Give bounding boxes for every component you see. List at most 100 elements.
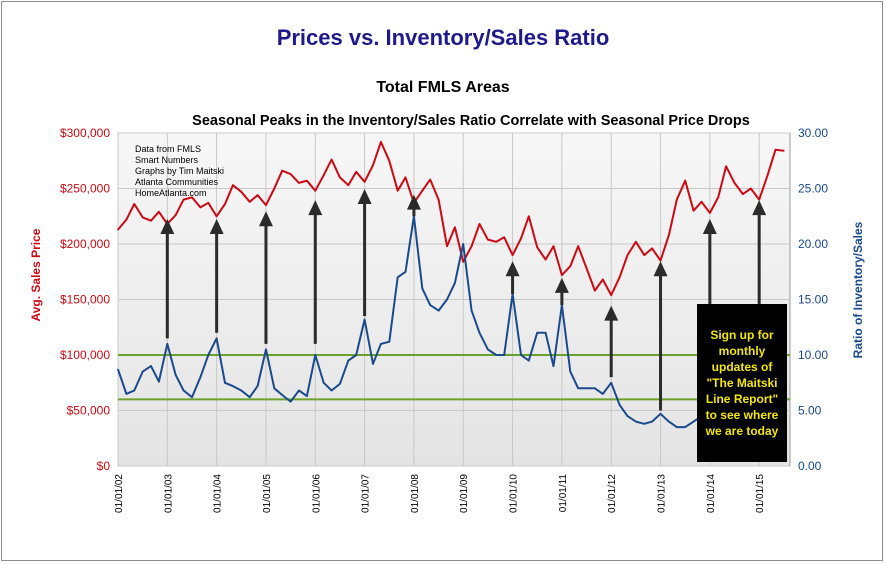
y-axis-left-label: Avg. Sales Price: [29, 228, 43, 321]
x-tick-label: 01/01/10: [509, 474, 520, 513]
price-point: [594, 289, 596, 292]
price-point: [224, 203, 226, 205]
y-tick-right: 0.00: [798, 459, 822, 473]
ratio-series-line: [117, 215, 785, 429]
price-point: [429, 178, 432, 181]
y-axis-right-label: Ratio of Inventory/Sales: [851, 221, 865, 358]
price-point: [232, 184, 234, 186]
price-point: [659, 259, 662, 262]
ratio-point: [503, 354, 505, 356]
ratio-point: [618, 404, 621, 406]
chart-subtitle-2: Seasonal Peaks in the Inventory/Sales Ra…: [192, 113, 750, 129]
x-tick-label: 01/01/15: [755, 474, 766, 513]
price-point: [158, 211, 160, 213]
price-point: [355, 171, 358, 173]
y-tick-left: $200,000: [60, 237, 110, 251]
price-point: [651, 247, 653, 250]
price-point: [380, 141, 382, 143]
ratio-point: [470, 309, 473, 312]
y-tick-left: $250,000: [60, 182, 110, 196]
y-tick-left: $0: [97, 459, 111, 473]
arrow-head: [209, 219, 224, 235]
ratio-point: [256, 385, 259, 387]
ratio-point: [585, 387, 588, 390]
price-point: [503, 236, 505, 239]
ratio-point: [478, 332, 481, 334]
chart-title: Prices vs. Inventory/Sales Ratio: [277, 25, 610, 50]
ratio-point: [552, 365, 555, 367]
ratio-point: [668, 420, 670, 423]
ratio-point: [363, 318, 366, 321]
price-point: [256, 194, 259, 196]
y-tick-right: 30.00: [798, 126, 828, 140]
price-point: [182, 198, 185, 201]
price-point: [289, 173, 292, 175]
ratio-point: [191, 396, 193, 398]
ratio-point: [676, 426, 678, 428]
price-point: [610, 294, 613, 296]
ratio-point: [347, 359, 350, 362]
ratio-point: [520, 354, 522, 356]
arrow-head: [258, 211, 273, 227]
price-point: [742, 193, 744, 195]
ratio-point: [446, 298, 448, 301]
price-point: [125, 218, 128, 221]
y-tick-right: 20.00: [798, 237, 828, 251]
signup-callout-text: Sign up for monthly updates of "The Mait…: [705, 328, 779, 438]
series-layer: [117, 140, 785, 429]
ratio-point: [462, 243, 465, 245]
ratio-point: [421, 287, 424, 290]
price-point: [495, 240, 498, 243]
price-point: [749, 187, 752, 190]
ratio-point: [322, 381, 325, 384]
price-point: [700, 201, 703, 203]
ratio-point: [429, 304, 432, 306]
y-tick-right: 5.00: [798, 404, 822, 418]
price-series-line: [117, 140, 784, 297]
ratio-point: [174, 374, 177, 376]
signup-callout: Sign up for monthly updates of "The Mait…: [697, 304, 787, 462]
price-point: [421, 189, 424, 192]
ratio-point: [602, 393, 604, 395]
price-point: [150, 219, 152, 222]
price-point: [668, 234, 670, 236]
ratio-point: [454, 282, 456, 284]
ratio-point: [635, 420, 637, 423]
price-point: [404, 176, 407, 179]
price-point: [215, 215, 218, 218]
ratio-point: [117, 368, 119, 371]
price-point: [544, 258, 547, 261]
x-tick-label: 01/01/04: [213, 474, 224, 513]
ratio-point: [528, 359, 530, 362]
price-point: [684, 179, 686, 182]
price-point: [470, 245, 473, 248]
price-point: [454, 226, 456, 229]
price-point: [363, 181, 366, 183]
price-point: [117, 228, 119, 231]
price-point: [306, 179, 308, 182]
x-tick-label: 01/01/09: [459, 474, 470, 513]
price-point: [174, 214, 177, 216]
y-tick-left: $50,000: [67, 404, 111, 418]
price-point: [141, 216, 144, 219]
ratio-point: [569, 370, 572, 373]
arrow-head: [554, 277, 569, 293]
arrow-head: [406, 194, 421, 210]
ratio-point: [610, 381, 613, 384]
ratio-point: [692, 420, 695, 423]
y-tick-left: $300,000: [60, 126, 110, 140]
reference-lines: [118, 354, 790, 401]
price-point: [314, 189, 317, 192]
x-tick-label: 01/01/08: [410, 474, 421, 513]
price-point: [347, 184, 350, 186]
price-point: [372, 164, 374, 166]
ratio-point: [298, 389, 300, 392]
ratio-point: [651, 420, 653, 423]
annotation-line: Smart Numbers: [135, 155, 199, 165]
price-point: [733, 182, 736, 184]
arrow-head: [752, 200, 767, 216]
price-point: [725, 165, 727, 168]
price-point: [618, 276, 621, 279]
arrow-head: [308, 200, 323, 216]
